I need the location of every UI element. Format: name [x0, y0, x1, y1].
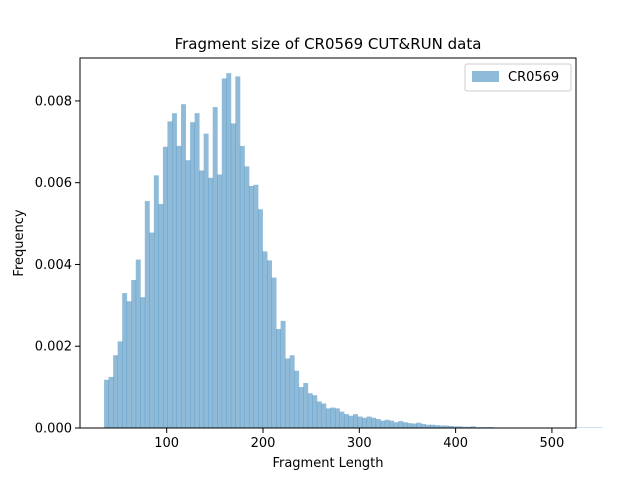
- histogram-bar: [294, 371, 299, 428]
- histogram-bar: [285, 359, 290, 429]
- histogram-bar: [213, 107, 218, 428]
- histogram-bar: [235, 76, 240, 428]
- histogram-bar: [335, 408, 340, 428]
- x-tick-label: 300: [347, 436, 372, 451]
- histogram-bar: [186, 160, 191, 428]
- histogram-bar: [326, 408, 331, 428]
- histogram-bar: [104, 380, 109, 428]
- histogram-bar: [358, 417, 363, 428]
- histogram-bar: [163, 147, 168, 428]
- y-tick-label: 0.008: [35, 94, 72, 109]
- histogram-bar: [349, 416, 354, 428]
- y-tick-label: 0.006: [35, 176, 72, 191]
- histogram-bar: [303, 383, 308, 428]
- x-tick-label: 400: [443, 436, 468, 451]
- histogram-bar: [403, 422, 408, 428]
- histogram-bar: [312, 395, 317, 428]
- legend-label: CR0569: [508, 70, 559, 85]
- histogram-bar: [222, 78, 227, 428]
- histogram-bar: [109, 377, 114, 428]
- histogram-bar: [253, 185, 258, 428]
- histogram-bar: [267, 260, 272, 428]
- histogram-bar: [145, 201, 150, 428]
- histogram-bar: [385, 420, 390, 428]
- histogram-bar: [136, 260, 141, 428]
- histogram-bar: [272, 278, 277, 428]
- histogram-bar: [118, 341, 123, 428]
- histogram-bar: [195, 113, 200, 428]
- histogram-bar: [398, 421, 403, 428]
- histogram-bar: [317, 401, 322, 428]
- histogram-bar: [149, 233, 154, 428]
- histogram-bar: [113, 355, 118, 428]
- histogram-bar: [158, 204, 163, 428]
- histogram-bar: [371, 418, 376, 428]
- histogram-bar: [412, 424, 417, 429]
- histogram-bar: [127, 301, 132, 428]
- histogram-bar: [376, 419, 381, 428]
- histogram-bar: [339, 412, 344, 428]
- x-tick-label: 100: [154, 436, 179, 451]
- histogram-bar: [290, 355, 295, 428]
- histogram-bar: [172, 113, 177, 428]
- histogram-bar: [231, 123, 236, 428]
- y-tick-label: 0.002: [35, 340, 72, 355]
- histogram-bar: [199, 170, 204, 428]
- histogram-bar: [394, 422, 399, 428]
- histogram-bar: [244, 166, 249, 428]
- histogram-bar: [344, 414, 349, 428]
- histogram-bar: [140, 297, 145, 428]
- histogram-bar: [249, 186, 254, 428]
- histogram-bar: [416, 423, 421, 428]
- histogram-bar: [177, 146, 182, 428]
- histogram-bar: [167, 121, 172, 428]
- legend: CR0569: [465, 64, 571, 91]
- histogram-bar: [321, 403, 326, 428]
- histogram-bar: [407, 423, 412, 428]
- histogram-bar: [226, 73, 231, 428]
- histogram-bar: [330, 408, 335, 428]
- histogram-bar: [154, 175, 159, 428]
- histogram-bar: [258, 209, 263, 428]
- chart-title: Fragment size of CR0569 CUT&RUN data: [175, 35, 482, 53]
- x-tick-label: 200: [251, 436, 276, 451]
- histogram-bar: [181, 104, 186, 428]
- histogram-bar: [122, 293, 127, 428]
- histogram-bar: [380, 421, 385, 428]
- x-tick-label: 500: [540, 436, 565, 451]
- histogram-bar: [204, 134, 209, 428]
- y-tick-label: 0.004: [35, 258, 72, 273]
- histogram-bar: [421, 424, 426, 428]
- histogram-bar: [131, 280, 136, 428]
- y-axis-label: Frequency: [12, 209, 27, 276]
- histogram-bar: [389, 421, 394, 428]
- x-axis-label: Fragment Length: [272, 456, 383, 471]
- histogram-bar: [367, 417, 372, 428]
- histogram-bar: [281, 321, 286, 428]
- histogram-bar: [263, 251, 268, 428]
- histogram-bar: [362, 418, 367, 428]
- y-tick-label: 0.000: [35, 422, 72, 437]
- histogram-bar: [308, 393, 313, 428]
- histogram-bar: [240, 146, 245, 428]
- histogram-bar: [276, 329, 281, 428]
- histogram-bar: [208, 178, 213, 428]
- histogram-bar: [353, 414, 358, 428]
- histogram-bar: [299, 387, 304, 428]
- histogram-bar: [190, 122, 195, 428]
- histogram-bar: [217, 175, 222, 428]
- legend-swatch: [472, 71, 499, 82]
